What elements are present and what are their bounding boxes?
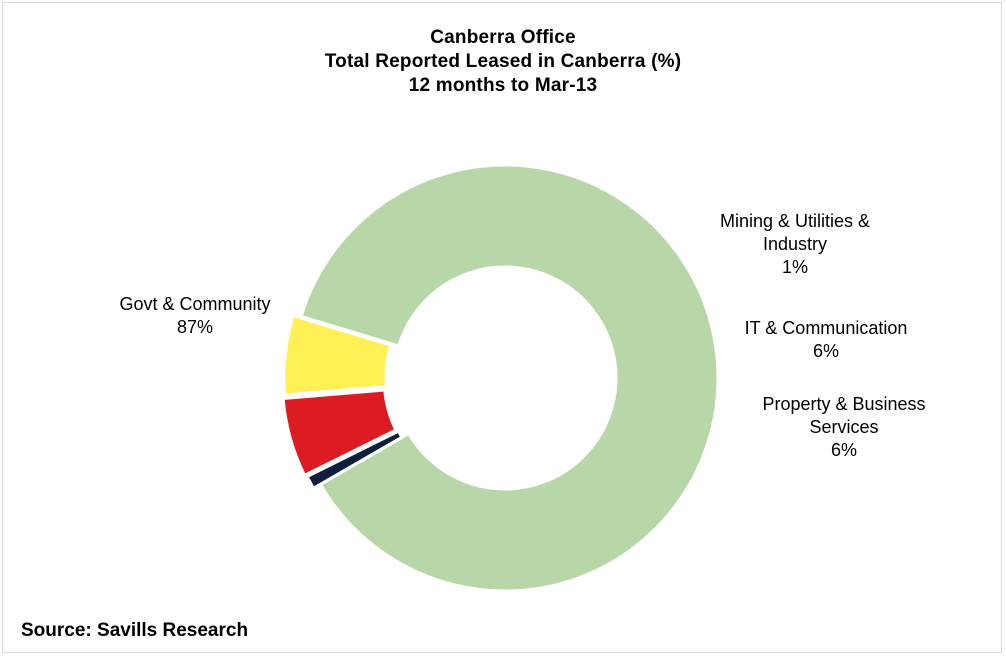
slice-label-value: 87% xyxy=(176,317,214,337)
slice-label-name: Services xyxy=(809,417,879,437)
slice-label-it: IT & Communication 6% xyxy=(716,317,936,363)
chart-subtitle-2: 12 months to Mar-13 xyxy=(408,75,598,96)
slice-label-value: 1% xyxy=(781,257,808,277)
slice-property-business xyxy=(282,313,393,397)
source-note: Source: Savills Research xyxy=(21,620,249,641)
chart-title-block: Canberra Office Total Reported Leased in… xyxy=(0,26,1006,98)
slice-label-name: Mining & Utilities & xyxy=(719,211,871,231)
slice-label-mining: Mining & Utilities & Industry 1% xyxy=(695,210,895,279)
chart-title: Canberra Office xyxy=(430,27,576,48)
slice-label-govt: Govt & Community 87% xyxy=(95,293,295,339)
slice-it-communication xyxy=(281,388,398,478)
slice-govt-community xyxy=(299,163,720,593)
slice-label-property: Property & Business Services 6% xyxy=(734,393,954,462)
slice-label-value: 6% xyxy=(812,341,839,361)
slice-label-name: IT & Communication xyxy=(744,318,908,338)
slice-label-name: Govt & Community xyxy=(119,294,271,314)
slice-label-value: 6% xyxy=(830,440,857,460)
slice-label-name: Industry xyxy=(762,234,828,254)
chart-subtitle-1: Total Reported Leased in Canberra (%) xyxy=(324,51,682,72)
slice-label-name: Property & Business xyxy=(762,394,926,414)
